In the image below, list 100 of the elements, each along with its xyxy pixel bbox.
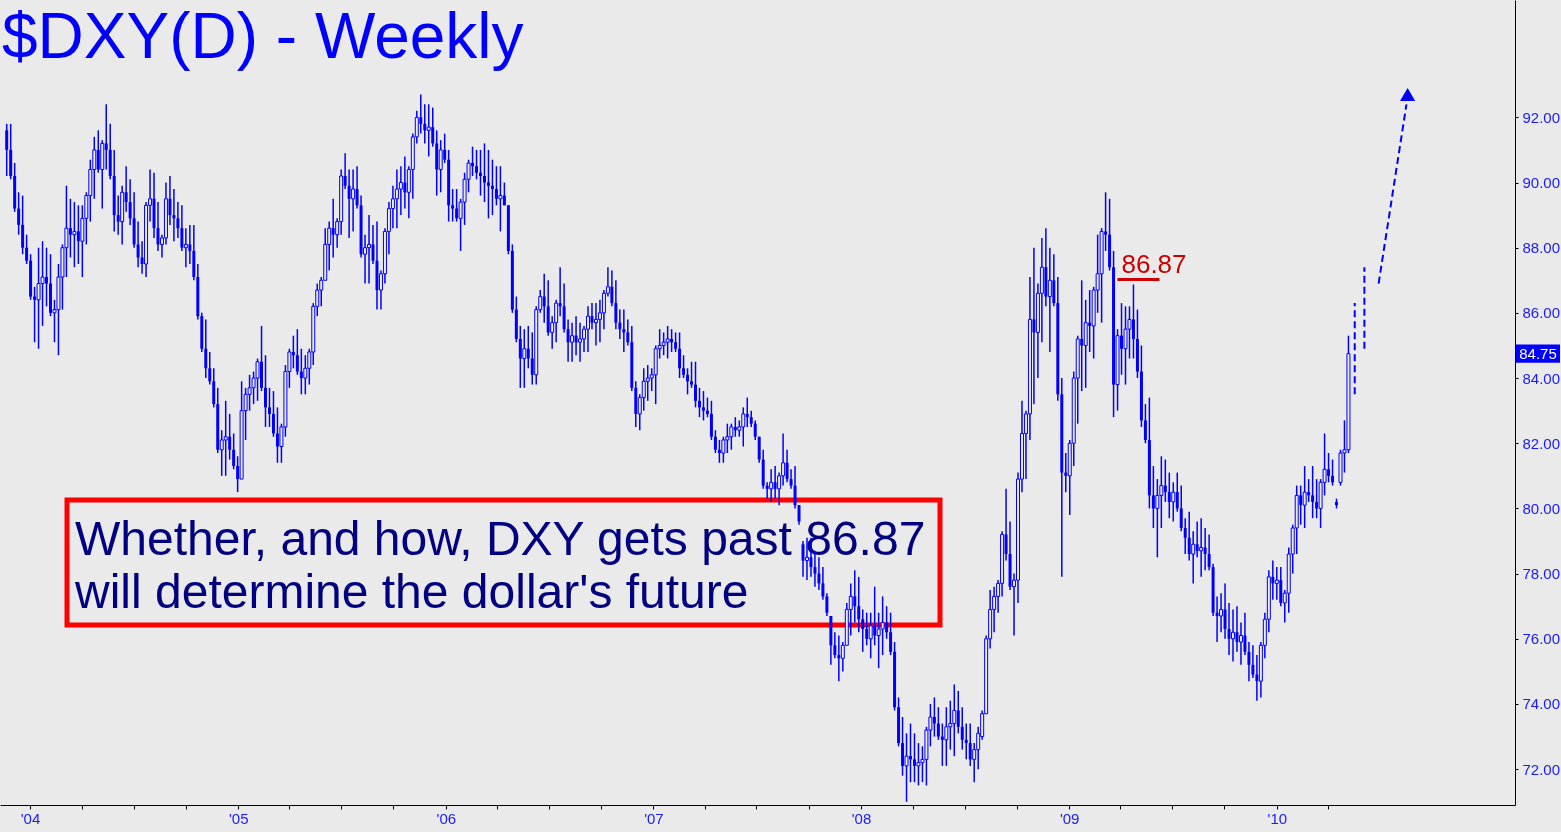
candlestick <box>96 129 100 174</box>
candlestick <box>674 331 678 353</box>
candlestick <box>936 706 940 741</box>
y-tick-label: 80.00 <box>1522 499 1561 517</box>
candlestick <box>1088 289 1092 353</box>
candlestick <box>586 305 590 353</box>
candlestick <box>1251 644 1255 679</box>
candlestick <box>291 334 295 370</box>
candlestick <box>299 347 303 396</box>
candlestick <box>705 396 709 418</box>
candlestick <box>804 537 809 581</box>
candlestick <box>865 611 869 647</box>
candlestick <box>753 419 757 441</box>
y-tick-label: 72.00 <box>1522 760 1561 778</box>
candlestick <box>526 325 530 370</box>
candlestick <box>1131 283 1135 360</box>
candlestick <box>729 422 734 451</box>
candlestick <box>797 504 801 526</box>
text: 84.75 <box>1519 344 1557 362</box>
y-tick-label: 88.00 <box>1522 239 1561 257</box>
candlestick <box>455 188 459 223</box>
candlestick <box>1123 305 1128 386</box>
candlestick <box>1167 471 1171 519</box>
candlestick <box>1335 497 1339 510</box>
candlestick <box>944 706 949 767</box>
candlestick <box>1231 608 1235 663</box>
candlestick <box>741 406 746 448</box>
candlestick <box>431 106 435 148</box>
x-tick-label: '09 <box>1059 809 1080 827</box>
candlestick <box>522 328 527 389</box>
candlestick <box>932 696 936 738</box>
candlestick <box>426 103 431 158</box>
candlestick <box>1315 478 1319 519</box>
candlestick <box>17 191 21 236</box>
candlestick <box>1302 465 1307 529</box>
y-tick-label: 82.00 <box>1522 434 1561 452</box>
candlestick <box>331 198 335 259</box>
candlestick <box>25 233 29 265</box>
candlestick <box>33 286 37 343</box>
candlestick <box>682 354 686 379</box>
y-tick-label: 92.00 <box>1522 108 1561 126</box>
candlestick <box>801 540 805 578</box>
candlestick <box>180 204 184 252</box>
candlestick <box>486 149 490 220</box>
candlestick <box>479 149 482 197</box>
y-tick-label: 90.00 <box>1522 174 1561 192</box>
candlestick <box>956 690 960 735</box>
candlestick <box>1299 484 1303 526</box>
candlestick <box>690 361 694 389</box>
candlestick <box>701 390 705 422</box>
candlestick <box>793 465 797 510</box>
candlestick <box>72 201 77 268</box>
candlestick <box>1311 465 1315 519</box>
candlestick <box>498 165 503 233</box>
candlestick <box>745 396 749 428</box>
candlestick <box>1331 458 1335 487</box>
x-tick-label: '10 <box>1267 809 1288 827</box>
candlestick <box>1143 403 1147 444</box>
candlestick <box>1203 527 1207 572</box>
candlestick <box>590 302 594 330</box>
candlestick <box>490 158 494 216</box>
annotation: Whether, and how, DXY gets past 86.87 will determine the dollar's future <box>74 512 926 618</box>
y-tick-label: 74.00 <box>1522 695 1561 713</box>
candlestick <box>1163 458 1167 503</box>
candlestick <box>271 390 275 438</box>
annotation: 86.87 <box>1121 248 1187 279</box>
candlestick <box>451 188 455 223</box>
y-tick-label: 84.00 <box>1522 369 1561 387</box>
candlestick <box>518 325 522 389</box>
candlestick <box>665 325 670 360</box>
candlestick <box>940 722 944 767</box>
candlestick <box>678 331 682 379</box>
candlestick <box>622 308 626 353</box>
candlestick <box>873 585 877 647</box>
x-tick-label: '07 <box>644 809 664 827</box>
candlestick <box>837 634 841 682</box>
candlestick <box>952 683 957 757</box>
candlestick <box>347 168 351 239</box>
x-tick-label: '05 <box>228 809 249 827</box>
candlestick <box>593 302 598 347</box>
candlestick <box>5 123 9 177</box>
candlestick <box>769 468 774 503</box>
y-tick-label: 76.00 <box>1522 630 1561 648</box>
candlestick <box>264 354 267 428</box>
candlestick <box>713 429 717 454</box>
candlestick <box>889 611 893 656</box>
candlestick <box>232 432 236 471</box>
candlestick <box>853 569 857 624</box>
candlestick <box>367 214 372 285</box>
y-tick-label: 78.00 <box>1522 565 1561 583</box>
candlestick <box>223 400 228 477</box>
x-tick-label: '06 <box>436 809 457 827</box>
y-tick-label: 86.00 <box>1522 304 1561 322</box>
candlestick <box>709 400 713 441</box>
candlestick <box>1080 279 1084 392</box>
candlestick <box>773 465 777 500</box>
candlestick <box>267 387 271 428</box>
candlestick <box>645 364 650 402</box>
candlestick <box>482 142 486 203</box>
chart-title: $DXY(D) - Weekly <box>2 0 524 72</box>
